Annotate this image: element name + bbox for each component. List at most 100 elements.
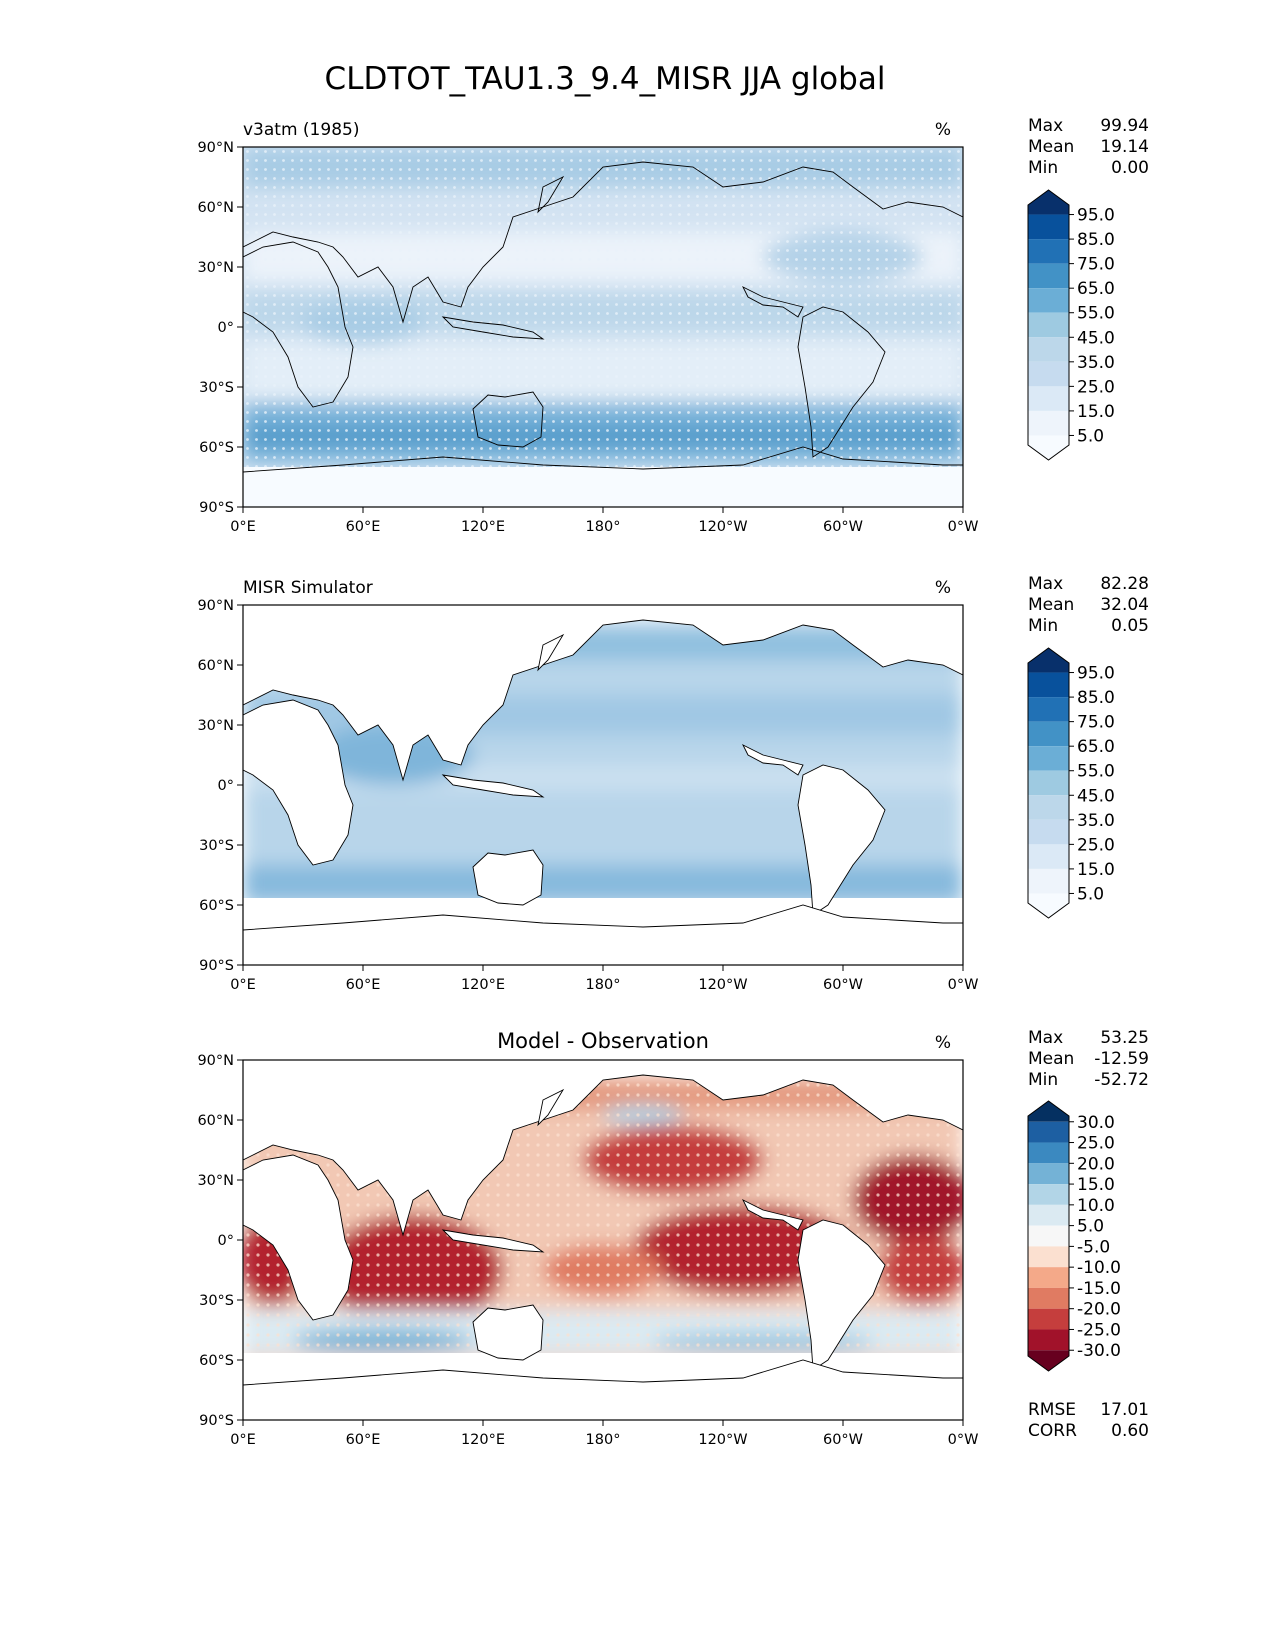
stat-label: Min bbox=[1028, 158, 1058, 178]
colorbar-segment bbox=[1028, 1267, 1069, 1288]
colorbar-label: 15.0 bbox=[1077, 1175, 1115, 1195]
lon-tick-label: 0°W bbox=[948, 519, 979, 535]
stat-value: 53.25 bbox=[1100, 1028, 1149, 1048]
colorbar-segment bbox=[1028, 893, 1069, 918]
lon-tick-label: 0°E bbox=[230, 1432, 256, 1448]
panel-units: % bbox=[935, 120, 951, 140]
lat-tick-label: 30°N bbox=[197, 260, 234, 276]
stats-obs: Max 82.28 Mean 32.04 Min 0.05 bbox=[1028, 574, 1149, 636]
colorbar-segment bbox=[1028, 648, 1069, 673]
stat-value: -52.72 bbox=[1094, 1070, 1149, 1090]
colorbar-diff: 30.025.020.015.010.05.0-5.0-10.0-15.0-20… bbox=[1027, 1100, 1121, 1372]
colorbar-label: 5.0 bbox=[1077, 884, 1104, 904]
colorbar-segment bbox=[1028, 819, 1069, 845]
map-model bbox=[243, 147, 963, 507]
lat-tick-label: 0° bbox=[218, 320, 234, 336]
colorbar-segment bbox=[1028, 795, 1069, 820]
colorbar-segment bbox=[1028, 386, 1069, 411]
colorbar-label: 45.0 bbox=[1077, 328, 1115, 348]
colorbar-outline bbox=[1027, 647, 1070, 919]
panel-left-title: MISR Simulator bbox=[243, 578, 373, 598]
colorbar-segment bbox=[1028, 190, 1069, 215]
stat-label: Mean bbox=[1028, 595, 1074, 615]
panel-units: % bbox=[935, 578, 951, 598]
colorbar-label: 95.0 bbox=[1077, 664, 1115, 684]
colorbar-segment bbox=[1028, 1184, 1069, 1205]
lat-tick-label: 60°S bbox=[199, 898, 234, 914]
stats-diff: Max 53.25 Mean -12.59 Min -52.72 bbox=[1028, 1028, 1149, 1090]
lon-axis: 0°E 60°E 120°E 180° 120°W 60°W 0°W bbox=[230, 1420, 978, 1448]
colorbar-segment bbox=[1028, 1163, 1069, 1185]
lon-tick-label: 120°W bbox=[698, 1432, 747, 1448]
colorbar-label: -5.0 bbox=[1077, 1237, 1110, 1257]
lon-tick-label: 120°E bbox=[461, 519, 505, 535]
colorbar-label: -20.0 bbox=[1077, 1300, 1121, 1320]
colorbar-outline bbox=[1027, 1100, 1070, 1372]
extra-stats-diff: RMSE 17.01 CORR 0.60 bbox=[1028, 1400, 1149, 1441]
colorbar-label: 85.0 bbox=[1077, 230, 1115, 250]
lon-tick-label: 120°W bbox=[698, 519, 747, 535]
colorbar-segment bbox=[1028, 239, 1069, 264]
stat-label: Max bbox=[1028, 116, 1063, 136]
panel-units: % bbox=[935, 1033, 951, 1053]
lon-tick-label: 120°W bbox=[698, 977, 747, 993]
lat-axis: 90°N 60°N 30°N 0° 30°S 60°S 90°S bbox=[197, 1053, 243, 1429]
colorbar-segment bbox=[1028, 214, 1069, 240]
stat-value: -12.59 bbox=[1094, 1049, 1149, 1069]
stat-label: Mean bbox=[1028, 1049, 1074, 1069]
lon-tick-label: 60°E bbox=[346, 1432, 381, 1448]
lon-tick-label: 0°W bbox=[948, 977, 979, 993]
lat-axis: 90°N 60°N 30°N 0° 30°S 60°S 90°S bbox=[197, 598, 243, 974]
lon-tick-label: 0°E bbox=[230, 977, 256, 993]
colorbar-label: 25.0 bbox=[1077, 377, 1115, 397]
colorbar-segment bbox=[1028, 312, 1069, 338]
colorbar-label: -10.0 bbox=[1077, 1258, 1121, 1278]
colorbar-label: 35.0 bbox=[1077, 353, 1115, 373]
lat-tick-label: 90°S bbox=[199, 958, 234, 974]
lat-tick-label: 0° bbox=[218, 778, 234, 794]
colorbar-label: 25.0 bbox=[1077, 835, 1115, 855]
lon-tick-label: 60°W bbox=[823, 977, 863, 993]
panel-obs: 90°N 60°N 30°N 0° 30°S 60°S 90°S 0°E 60°E 120°E 1… bbox=[197, 578, 978, 993]
lat-tick-label: 90°N bbox=[197, 140, 234, 156]
colorbar-label: 55.0 bbox=[1077, 762, 1115, 782]
stat-label: RMSE bbox=[1028, 1400, 1076, 1420]
stat-value: 82.28 bbox=[1100, 574, 1149, 594]
lon-tick-label: 60°W bbox=[823, 1432, 863, 1448]
lat-axis: 90°N 60°N 30°N 0° 30°S 60°S 90°S bbox=[197, 140, 243, 516]
stat-label: Min bbox=[1028, 616, 1058, 636]
stat-label: Max bbox=[1028, 1028, 1063, 1048]
colorbar-label: 25.0 bbox=[1077, 1134, 1115, 1154]
colorbar-segment bbox=[1028, 1225, 1069, 1247]
stat-value: 19.14 bbox=[1100, 137, 1149, 157]
colorbar-label: 45.0 bbox=[1077, 786, 1115, 806]
lon-tick-label: 60°E bbox=[346, 519, 381, 535]
lat-tick-label: 30°S bbox=[199, 838, 234, 854]
colorbar-segment bbox=[1028, 1350, 1069, 1371]
lon-tick-label: 180° bbox=[586, 977, 621, 993]
colorbar-segment bbox=[1028, 1142, 1069, 1164]
colorbar-segment bbox=[1028, 1246, 1069, 1268]
map-obs bbox=[243, 605, 963, 965]
lon-tick-label: 180° bbox=[586, 519, 621, 535]
colorbar-label: 75.0 bbox=[1077, 255, 1115, 275]
panel-model: 90°N 60°N 30°N 0° 30°S 60°S 90°S 0°E 60°E 120°E 1… bbox=[197, 120, 978, 535]
panel-center-title: Model - Observation bbox=[497, 1029, 709, 1053]
colorbar-segment bbox=[1028, 361, 1069, 387]
colorbar-label: 35.0 bbox=[1077, 811, 1115, 831]
colorbar-segment bbox=[1028, 1329, 1069, 1351]
lat-tick-label: 60°N bbox=[197, 658, 234, 674]
colorbar-label: 65.0 bbox=[1077, 737, 1115, 757]
lon-tick-label: 180° bbox=[586, 1432, 621, 1448]
colorbar-segment bbox=[1028, 1287, 1069, 1309]
lat-tick-label: 60°S bbox=[199, 440, 234, 456]
colorbar-label: -25.0 bbox=[1077, 1320, 1121, 1340]
colorbar-segment bbox=[1028, 868, 1069, 894]
lon-axis: 0°E 60°E 120°E 180° 120°W 60°W 0°W bbox=[230, 507, 978, 535]
colorbar-obs: 95.0 85.0 75.0 65.0 55.0 45.0 35.0 25.0 15.0 5.0 bbox=[1027, 647, 1115, 919]
colorbar-segment bbox=[1028, 672, 1069, 698]
colorbar-label: 75.0 bbox=[1077, 713, 1115, 733]
colorbar-segment bbox=[1028, 337, 1069, 362]
colorbar-segment bbox=[1028, 1121, 1069, 1143]
stat-label: CORR bbox=[1028, 1421, 1077, 1441]
